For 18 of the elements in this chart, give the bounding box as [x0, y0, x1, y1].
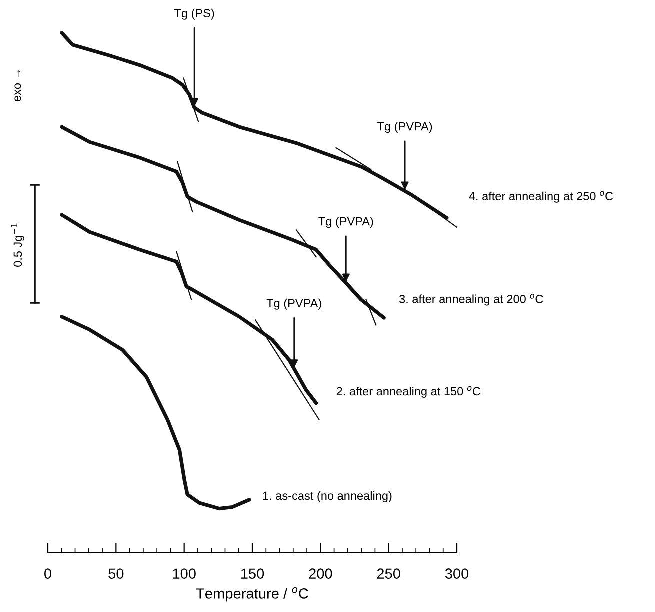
annotation: Tg (PVPA)	[318, 217, 374, 228]
x-tick-label: 0	[44, 568, 52, 579]
x-axis-title: Temperature / $^{o}$C	[196, 587, 308, 602]
series-label: 1. as-cast (no annealing)	[263, 491, 392, 502]
x-tick-label: 300	[445, 568, 469, 579]
text: 4. after annealing at 250 $^{o}$C	[469, 191, 614, 203]
annotation: Tg (PS)	[174, 8, 214, 20]
text: exo →	[14, 70, 22, 102]
x-tick-label: 150	[241, 568, 264, 579]
x-tick-label: 100	[173, 568, 196, 579]
x-tick-label: 250	[377, 568, 400, 579]
text: 0.5 Jg$^{−1}$	[11, 224, 24, 267]
series-label: 2. after annealing at 150 $^{o}$C	[336, 386, 480, 398]
series-label: 3. after annealing at 200 $^{o}$C	[400, 294, 544, 306]
x-tick-label: 50	[108, 568, 124, 579]
annotation: Tg (PVPA)	[378, 122, 432, 134]
annotation: Tg (PVPA)	[266, 298, 322, 310]
x-tick-label: 200	[309, 568, 332, 579]
